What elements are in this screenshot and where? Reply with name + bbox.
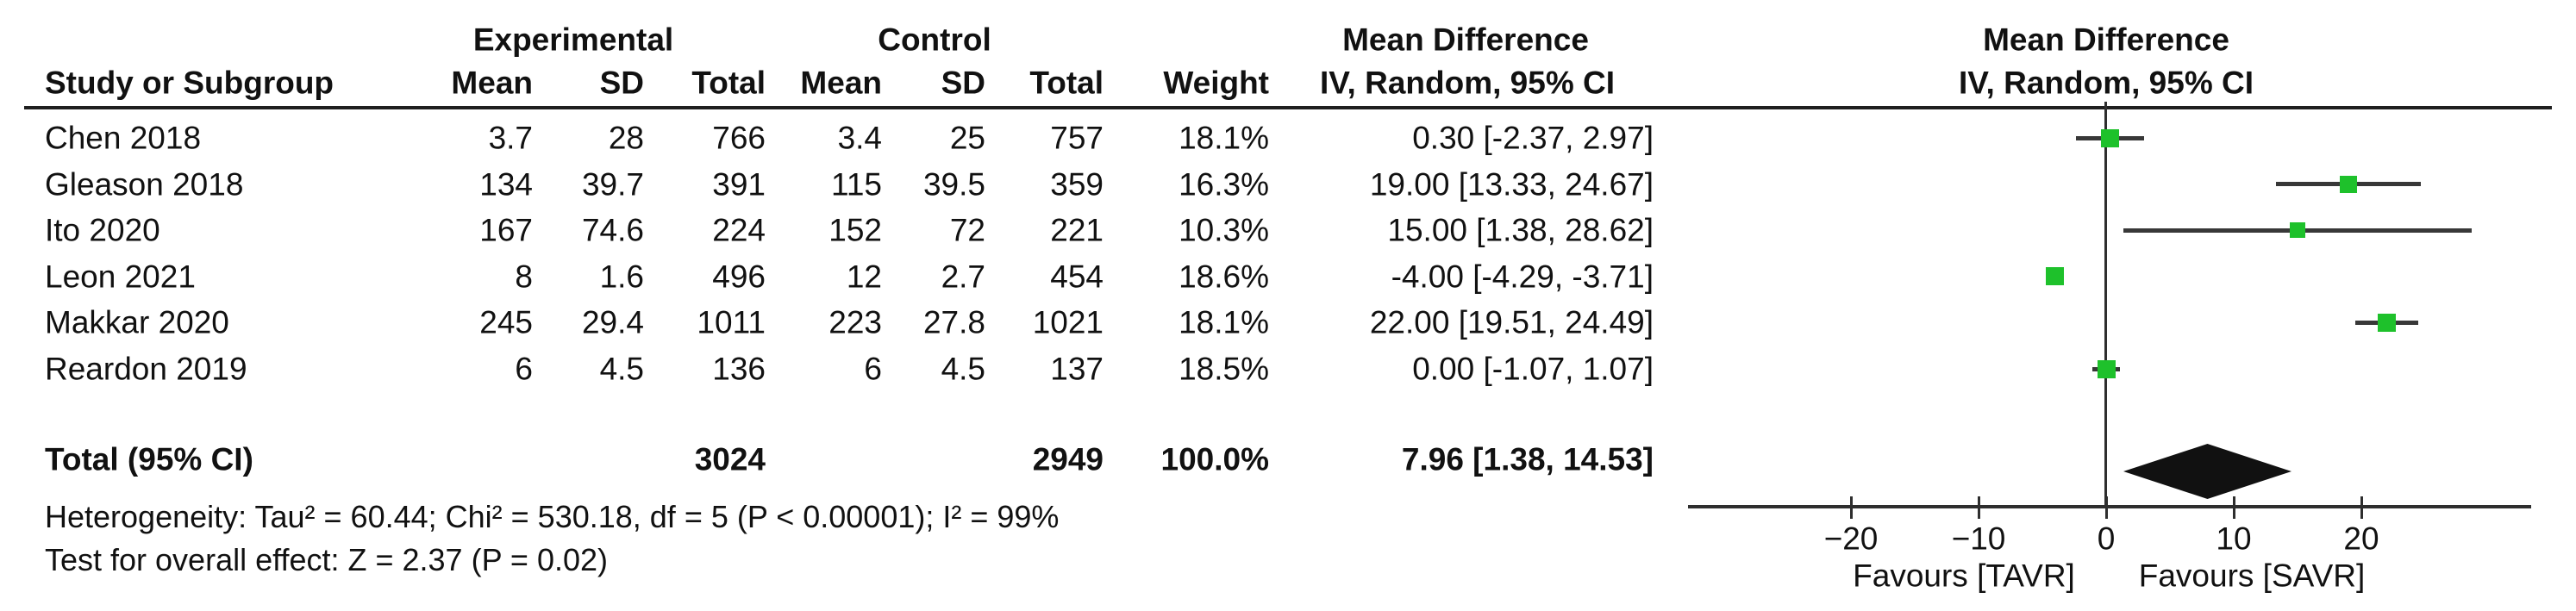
axis-tick-label: −20	[1823, 521, 1879, 557]
study-marker	[2378, 313, 2397, 332]
cell-ctrl_total: 757	[1050, 120, 1104, 156]
plot-subtitle: IV, Random, 95% CI	[1958, 65, 2254, 101]
cell-exp_mean: 3.7	[488, 120, 533, 156]
group-header-experimental: Experimental	[472, 22, 674, 58]
cell-exp_sd: 29.4	[581, 304, 644, 340]
cell-exp_total: 1011	[697, 304, 766, 340]
cell-ci_text: 0.00 [-1.07, 1.07]	[1412, 351, 1654, 387]
cell-ctrl_sd: 39.5	[922, 166, 985, 203]
plot-title: Mean Difference	[1983, 22, 2229, 58]
col-header-ctrl-sd: SD	[941, 65, 985, 101]
col-header-exp-sd: SD	[599, 65, 644, 101]
cell-exp_mean: 167	[479, 212, 533, 248]
axis-tick-label: 10	[2216, 521, 2252, 557]
cell-exp_mean: 245	[479, 304, 533, 340]
zero-line	[2104, 102, 2107, 508]
cell-ctrl_mean: 115	[831, 166, 882, 203]
group-header-control: Control	[878, 22, 991, 58]
cell-ctrl_sd: 72	[949, 212, 985, 248]
study-marker	[2046, 267, 2065, 286]
total-row-label: Total (95% CI)	[45, 441, 253, 477]
cell-exp_mean: 6	[515, 351, 533, 387]
axis-tick-label: 20	[2343, 521, 2379, 557]
cell-weight: 18.5%	[1179, 351, 1269, 387]
cell-ctrl_mean: 223	[828, 304, 882, 340]
total-exp-n: 3024	[694, 441, 766, 477]
cell-exp_mean: 8	[515, 259, 533, 295]
axis-tick	[1977, 496, 1980, 519]
cell-exp_sd: 74.6	[581, 212, 644, 248]
cell-exp_total: 136	[712, 351, 766, 387]
header-rule	[24, 106, 2552, 109]
cell-ctrl_sd: 27.8	[922, 304, 985, 340]
study-label: Gleason 2018	[45, 166, 244, 203]
total-weight: 100.0%	[1160, 441, 1270, 477]
col-header-exp-mean: Mean	[451, 65, 533, 101]
col-header-exp-total: Total	[691, 65, 766, 101]
cell-ctrl_sd: 25	[949, 120, 985, 156]
study-marker	[2340, 175, 2358, 193]
favours-right-label: Favours [SAVR]	[2138, 558, 2366, 594]
cell-ctrl_sd: 2.7	[941, 259, 985, 295]
summary-diamond	[2123, 444, 2292, 499]
cell-exp_sd: 4.5	[599, 351, 644, 387]
cell-exp_total: 391	[712, 166, 766, 203]
cell-exp_total: 766	[712, 120, 766, 156]
axis-tick	[2360, 496, 2363, 519]
cell-ci_text: -4.00 [-4.29, -3.71]	[1391, 259, 1654, 295]
favours-left-label: Favours [TAVR]	[1853, 558, 2075, 594]
cell-exp_sd: 28	[608, 120, 644, 156]
cell-exp_mean: 134	[479, 166, 533, 203]
study-label: Chen 2018	[45, 120, 202, 156]
col-header-weight: Weight	[1163, 65, 1269, 101]
study-label: Makkar 2020	[45, 304, 229, 340]
cell-weight: 18.1%	[1179, 120, 1269, 156]
col-header-study: Study or Subgroup	[45, 65, 335, 101]
study-label: Ito 2020	[45, 212, 160, 248]
cell-weight: 18.6%	[1179, 259, 1269, 295]
cell-ctrl_total: 359	[1050, 166, 1104, 203]
total-ci-text: 7.96 [1.38, 14.53]	[1401, 441, 1654, 477]
col-header-ctrl-mean: Mean	[800, 65, 882, 101]
heterogeneity-stat: Heterogeneity: Tau² = 60.44; Chi² = 530.…	[45, 499, 1060, 534]
cell-ci_text: 15.00 [1.38, 28.62]	[1387, 212, 1654, 248]
axis-tick	[2104, 496, 2108, 519]
col-header-effect-ci: IV, Random, 95% CI	[1319, 65, 1616, 101]
cell-ctrl_sd: 4.5	[941, 351, 985, 387]
cell-ctrl_mean: 6	[864, 351, 882, 387]
total-ctrl-n: 2949	[1032, 441, 1104, 477]
axis-tick	[1849, 496, 1853, 519]
cell-exp_sd: 39.7	[581, 166, 644, 203]
cell-ctrl_mean: 152	[828, 212, 882, 248]
cell-exp_sd: 1.6	[599, 259, 644, 295]
cell-ctrl_total: 1021	[1032, 304, 1104, 340]
axis-tick-label: 0	[2097, 521, 2116, 557]
cell-weight: 18.1%	[1179, 304, 1269, 340]
cell-ctrl_mean: 3.4	[837, 120, 882, 156]
cell-exp_total: 496	[712, 259, 766, 295]
cell-ci_text: 0.30 [-2.37, 2.97]	[1412, 120, 1654, 156]
study-marker	[2100, 128, 2119, 147]
study-marker	[2097, 359, 2116, 378]
cell-weight: 10.3%	[1179, 212, 1269, 248]
effect-column-title: Mean Difference	[1342, 22, 1589, 58]
col-header-ctrl-total: Total	[1029, 65, 1104, 101]
cell-ctrl_total: 137	[1050, 351, 1104, 387]
axis-tick-label: −10	[1951, 521, 2006, 557]
x-axis	[1688, 505, 2531, 508]
study-marker	[2290, 222, 2305, 239]
study-label: Leon 2021	[45, 259, 196, 295]
cell-ctrl_total: 221	[1050, 212, 1104, 248]
axis-tick	[2232, 496, 2235, 519]
cell-ctrl_total: 454	[1050, 259, 1104, 295]
cell-exp_total: 224	[712, 212, 766, 248]
study-label: Reardon 2019	[45, 351, 247, 387]
cell-ci_text: 22.00 [19.51, 24.49]	[1369, 304, 1654, 340]
cell-weight: 16.3%	[1179, 166, 1269, 203]
cell-ctrl_mean: 12	[846, 259, 882, 295]
overall-effect-stat: Test for overall effect: Z = 2.37 (P = 0…	[45, 542, 609, 577]
cell-ci_text: 19.00 [13.33, 24.67]	[1369, 166, 1654, 203]
